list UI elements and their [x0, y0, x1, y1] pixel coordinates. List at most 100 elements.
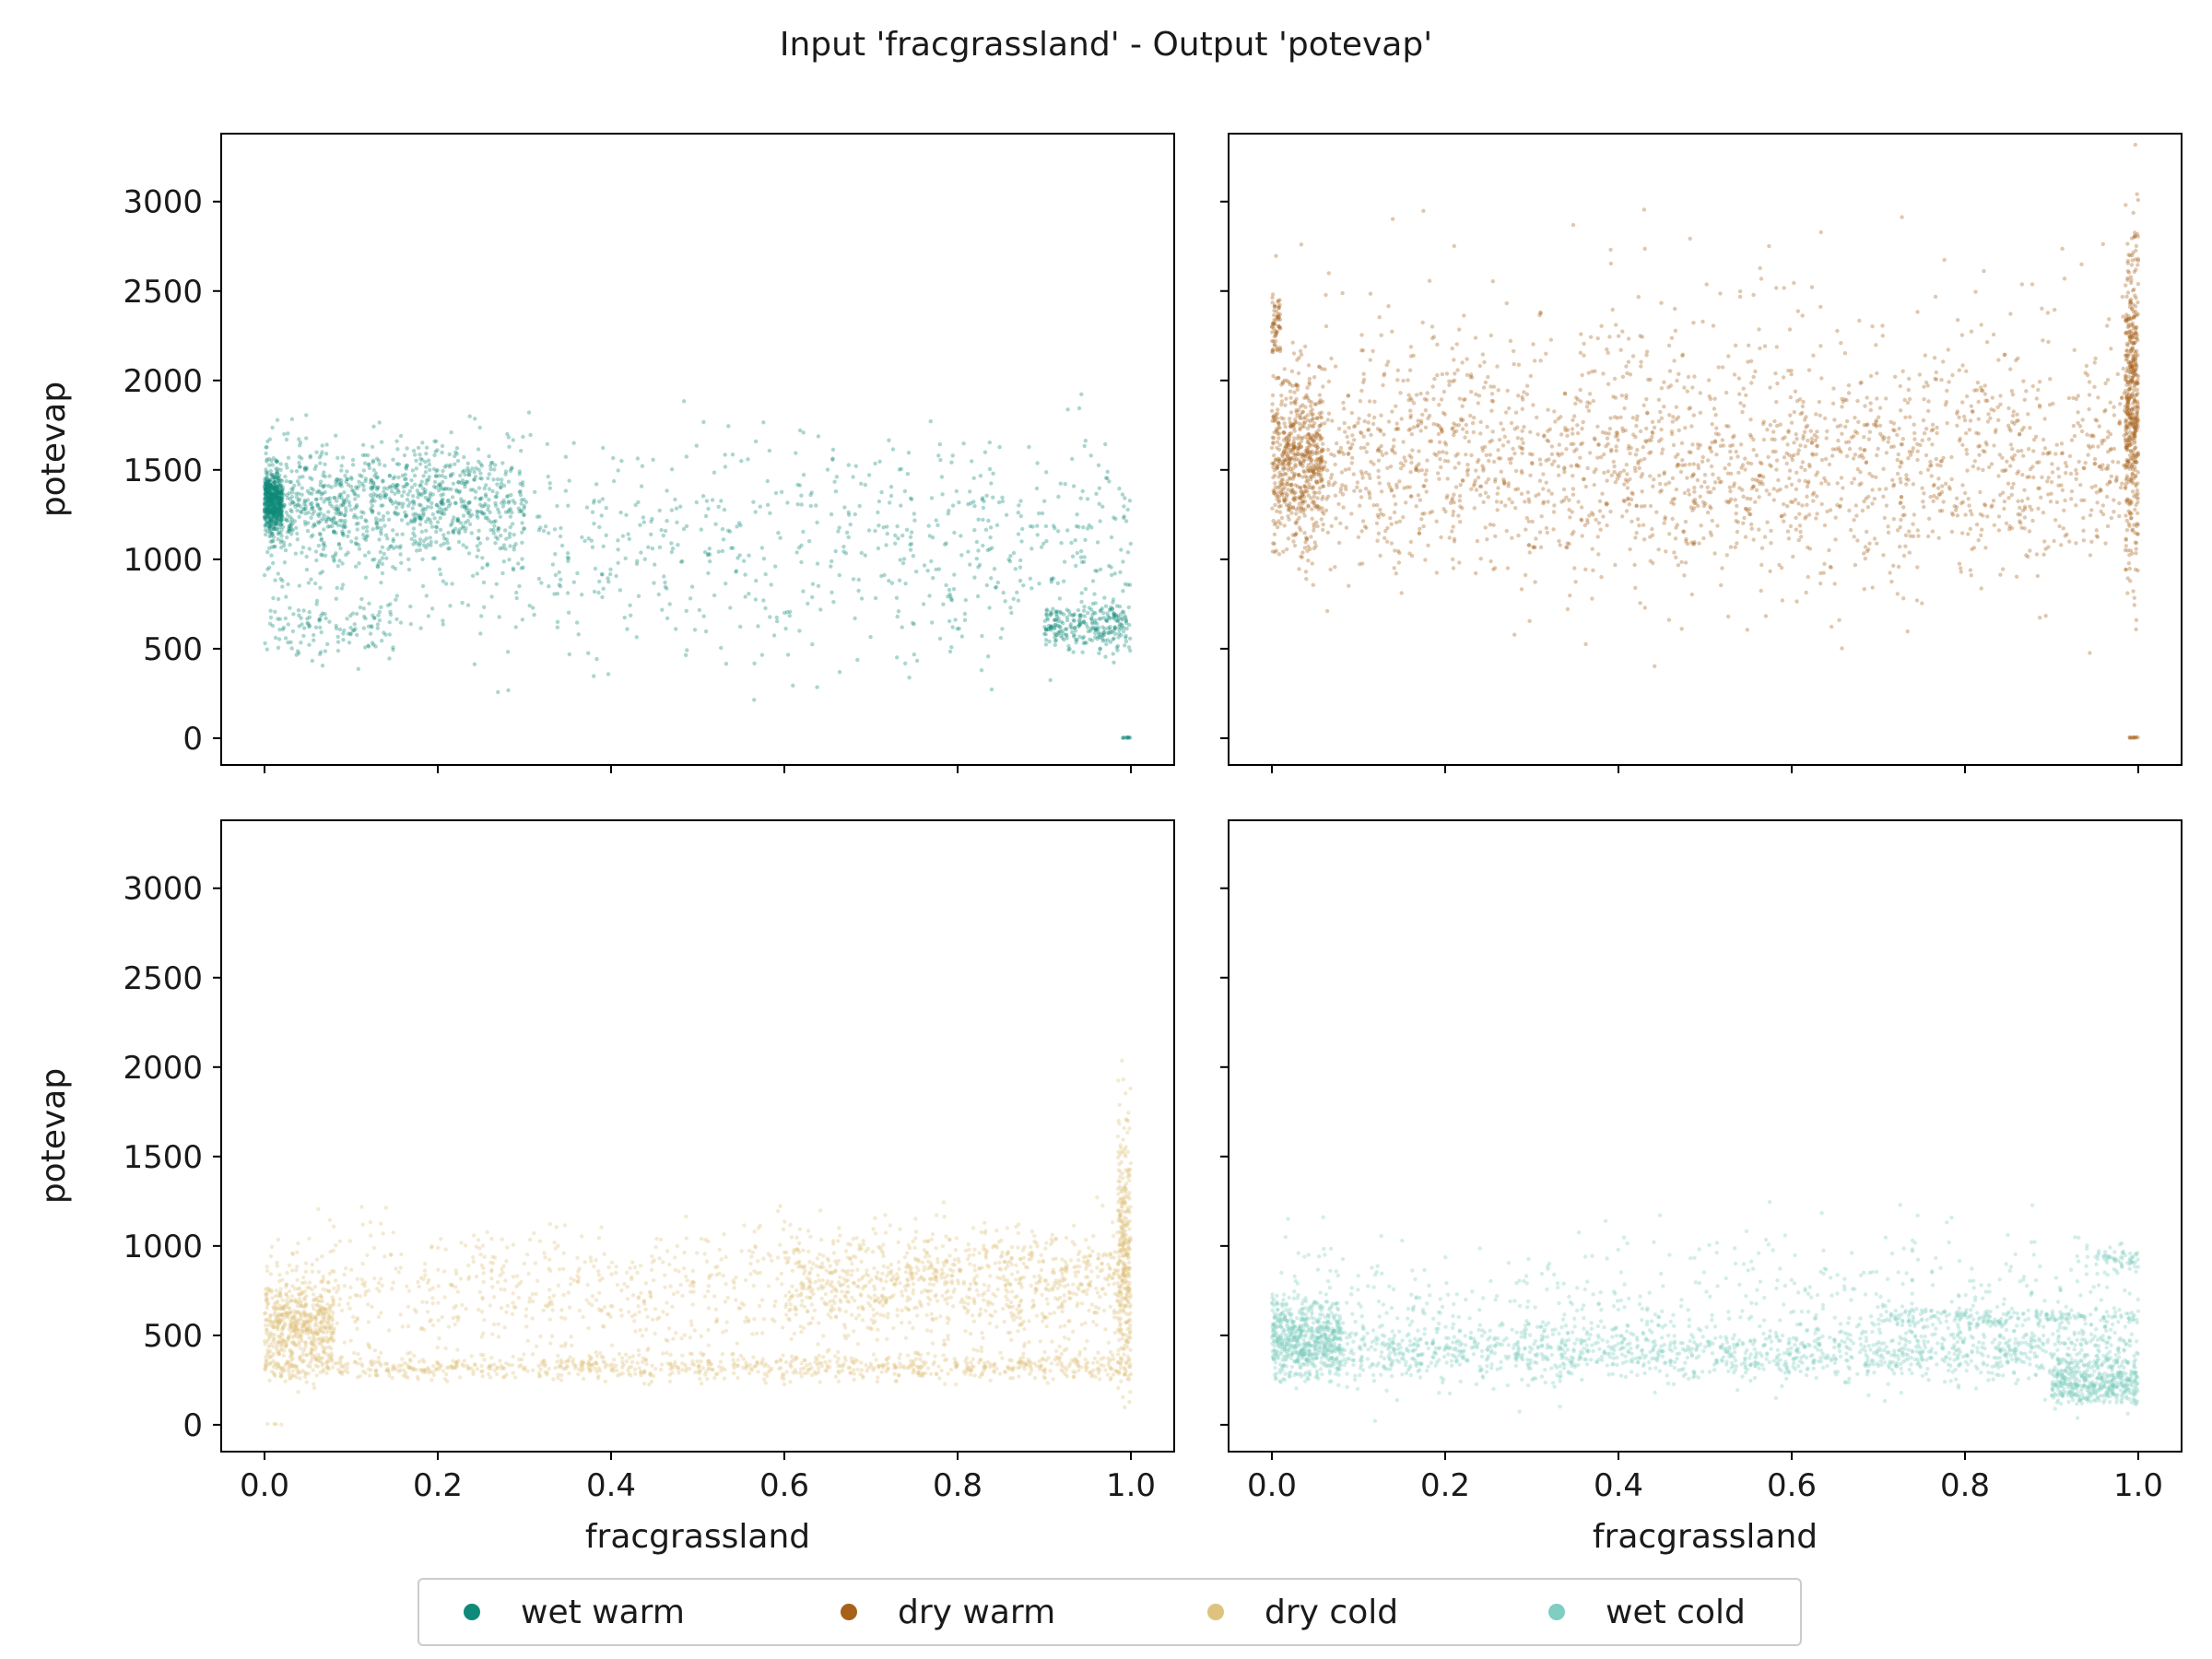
data-point	[1538, 545, 1544, 549]
data-point	[1472, 416, 1477, 420]
data-point	[873, 461, 877, 466]
data-point	[375, 622, 381, 627]
data-point	[1578, 455, 1583, 460]
data-point	[912, 518, 917, 523]
data-point	[319, 492, 324, 497]
data-point	[986, 654, 991, 659]
data-point	[487, 453, 491, 459]
data-point	[1276, 314, 1280, 319]
data-point	[1745, 628, 1750, 632]
data-point	[314, 598, 320, 604]
data-point	[470, 573, 476, 578]
data-point	[1817, 399, 1822, 405]
data-point	[1537, 478, 1543, 483]
data-point	[430, 512, 435, 517]
data-point	[1551, 510, 1557, 514]
data-point	[1049, 577, 1053, 582]
data-point	[410, 506, 415, 511]
data-point	[1674, 487, 1679, 492]
data-point	[398, 620, 404, 625]
data-point	[374, 519, 379, 524]
data-point	[1362, 445, 1367, 450]
data-point	[1304, 479, 1309, 484]
data-point	[1088, 607, 1094, 612]
data-point	[2111, 459, 2115, 465]
data-point	[657, 508, 662, 513]
data-point	[987, 440, 993, 445]
data-point	[1949, 454, 1954, 460]
data-point	[441, 618, 445, 623]
data-point	[420, 486, 426, 491]
data-point	[555, 625, 560, 629]
data-point	[801, 473, 806, 477]
data-point	[950, 453, 955, 458]
data-point	[1513, 468, 1519, 474]
data-point	[274, 496, 278, 500]
data-point	[1519, 468, 1524, 474]
data-point	[765, 502, 771, 507]
data-point	[1881, 466, 1886, 471]
data-point	[263, 493, 267, 498]
data-point	[1102, 627, 1107, 631]
data-point	[818, 607, 823, 612]
data-point	[1489, 438, 1495, 443]
data-point	[1738, 442, 1744, 447]
data-point	[1950, 512, 1956, 517]
data-point	[1415, 464, 1419, 469]
data-point	[440, 443, 445, 449]
data-point	[299, 641, 303, 645]
data-point	[1652, 425, 1657, 430]
data-point	[450, 582, 454, 586]
data-point	[1336, 450, 1342, 455]
data-point	[710, 498, 715, 502]
data-point	[1289, 369, 1295, 373]
data-point	[263, 508, 267, 512]
data-point	[266, 500, 271, 506]
data-point	[1416, 493, 1421, 498]
data-point	[1494, 500, 1500, 504]
data-point	[856, 588, 861, 594]
data-point	[553, 552, 558, 557]
data-point	[2112, 413, 2117, 418]
data-point	[269, 491, 274, 496]
data-point	[505, 650, 511, 654]
data-point	[1964, 430, 1969, 436]
data-point	[1461, 418, 1465, 422]
data-point	[388, 602, 393, 606]
data-point	[1877, 406, 1883, 410]
data-point	[981, 505, 986, 511]
data-point	[1749, 381, 1754, 385]
data-point	[1455, 368, 1460, 372]
data-point	[2028, 504, 2032, 509]
data-point	[276, 478, 280, 484]
data-point	[276, 488, 281, 492]
data-point	[743, 594, 747, 599]
data-point	[1624, 364, 1629, 369]
data-point	[1852, 434, 1856, 439]
data-point	[381, 479, 385, 484]
data-point	[2074, 541, 2078, 546]
data-point	[1915, 449, 1920, 453]
data-point	[1123, 496, 1127, 500]
data-point	[465, 518, 470, 524]
data-point	[1795, 452, 1800, 456]
data-point	[1424, 478, 1429, 483]
data-point	[1109, 565, 1113, 570]
data-point	[268, 511, 273, 515]
data-point	[379, 580, 383, 585]
data-point	[334, 507, 339, 512]
data-point	[1510, 535, 1514, 540]
data-point	[1875, 541, 1879, 546]
data-point	[1862, 551, 1866, 556]
data-point	[397, 546, 402, 550]
data-point	[2083, 461, 2088, 465]
data-point	[481, 580, 487, 585]
data-point	[624, 512, 629, 517]
data-point	[1093, 601, 1098, 606]
data-point	[1071, 484, 1077, 488]
data-point	[275, 418, 280, 422]
data-point	[2037, 486, 2041, 490]
data-point	[1656, 418, 1662, 424]
data-point	[1583, 641, 1588, 647]
data-point	[1289, 422, 1294, 427]
